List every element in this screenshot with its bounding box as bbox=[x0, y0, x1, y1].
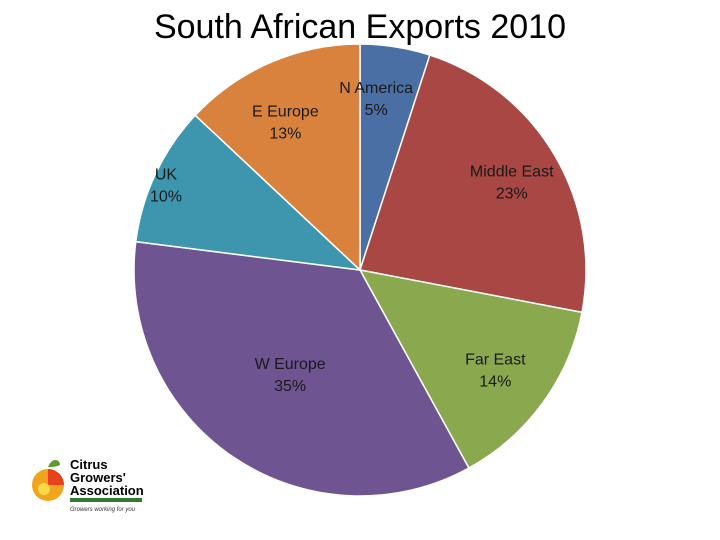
slice-label-far-east: Far East 14% bbox=[465, 351, 526, 390]
logo-tagline: Growers working for you bbox=[70, 507, 136, 513]
chart-title: South African Exports 2010 bbox=[153, 8, 567, 46]
pie-slice-far-east bbox=[358, 268, 583, 470]
orange-fruit-icon bbox=[32, 460, 64, 501]
slice-label-middle-east: Middle East 23% bbox=[470, 163, 554, 202]
logo-bar bbox=[70, 498, 142, 502]
logo-line-3: Association bbox=[70, 483, 144, 498]
slice-label-w-europe: W Europe 35% bbox=[255, 356, 326, 395]
slice-label-e-europe: E Europe 13% bbox=[252, 104, 319, 143]
pie-slice-w-europe bbox=[133, 240, 470, 497]
logo-line-1: Citrus bbox=[70, 457, 108, 472]
pie-slice-middle-east bbox=[359, 54, 587, 314]
slice-label-n-america: N America 5% bbox=[339, 80, 413, 119]
pie-slice-e-europe bbox=[194, 43, 361, 272]
citrus-growers-logo: Citrus Growers' Association Growers work… bbox=[32, 457, 144, 513]
slice-label-uk: UK 10% bbox=[150, 166, 182, 205]
pie-slice-uk bbox=[134, 114, 363, 272]
logo-line-2: Growers' bbox=[70, 470, 126, 485]
